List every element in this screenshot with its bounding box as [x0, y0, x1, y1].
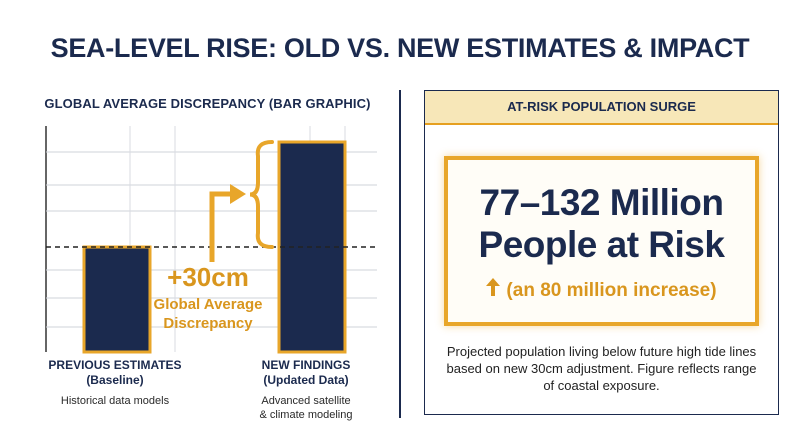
increase-text: (an 80 million increase)	[506, 280, 717, 301]
category-name: NEW FINDINGS	[261, 358, 351, 372]
highlight-box: 77–132 Million People at Risk (an 80 mil…	[444, 156, 759, 326]
arrow-up-icon	[486, 278, 501, 302]
panel-description: Projected population living below future…	[446, 344, 757, 393]
annotation-value: +30cm	[167, 262, 249, 292]
increase-note: (an 80 million increase)	[448, 278, 755, 302]
at-risk-panel: AT-RISK POPULATION SURGE 77–132 Million …	[424, 90, 779, 415]
category-label-new: NEW FINDINGS (Updated Data) Advanced sat…	[236, 358, 376, 422]
bar-chart: +30cm Global Average Discrepancy	[45, 126, 377, 354]
category-name: PREVIOUS ESTIMATES	[48, 358, 182, 372]
category-sublabel: (Baseline)	[86, 373, 144, 387]
category-label-previous: PREVIOUS ESTIMATES (Baseline) Historical…	[40, 358, 190, 408]
chart-title: GLOBAL AVERAGE DISCREPANCY (BAR GRAPHIC)	[44, 96, 371, 111]
category-description: Advanced satellite & climate modeling	[259, 395, 353, 421]
annotation-label-line1: Global Average	[154, 296, 263, 313]
annotation-label-line2: Discrepancy	[163, 315, 253, 332]
bar-0	[82, 245, 152, 354]
page-title: SEA-LEVEL RISE: OLD VS. NEW ESTIMATES & …	[50, 33, 750, 63]
panel-header: AT-RISK POPULATION SURGE	[425, 91, 778, 125]
big-number-line: 77–132 Million	[479, 182, 724, 223]
vertical-divider	[399, 90, 401, 418]
category-sublabel: (Updated Data)	[263, 373, 349, 387]
category-description: Historical data models	[60, 395, 170, 407]
arrow-connector	[209, 191, 232, 262]
arrow-head-icon	[230, 184, 246, 204]
big-label-line: People at Risk	[478, 224, 725, 265]
curly-brace	[249, 140, 274, 249]
